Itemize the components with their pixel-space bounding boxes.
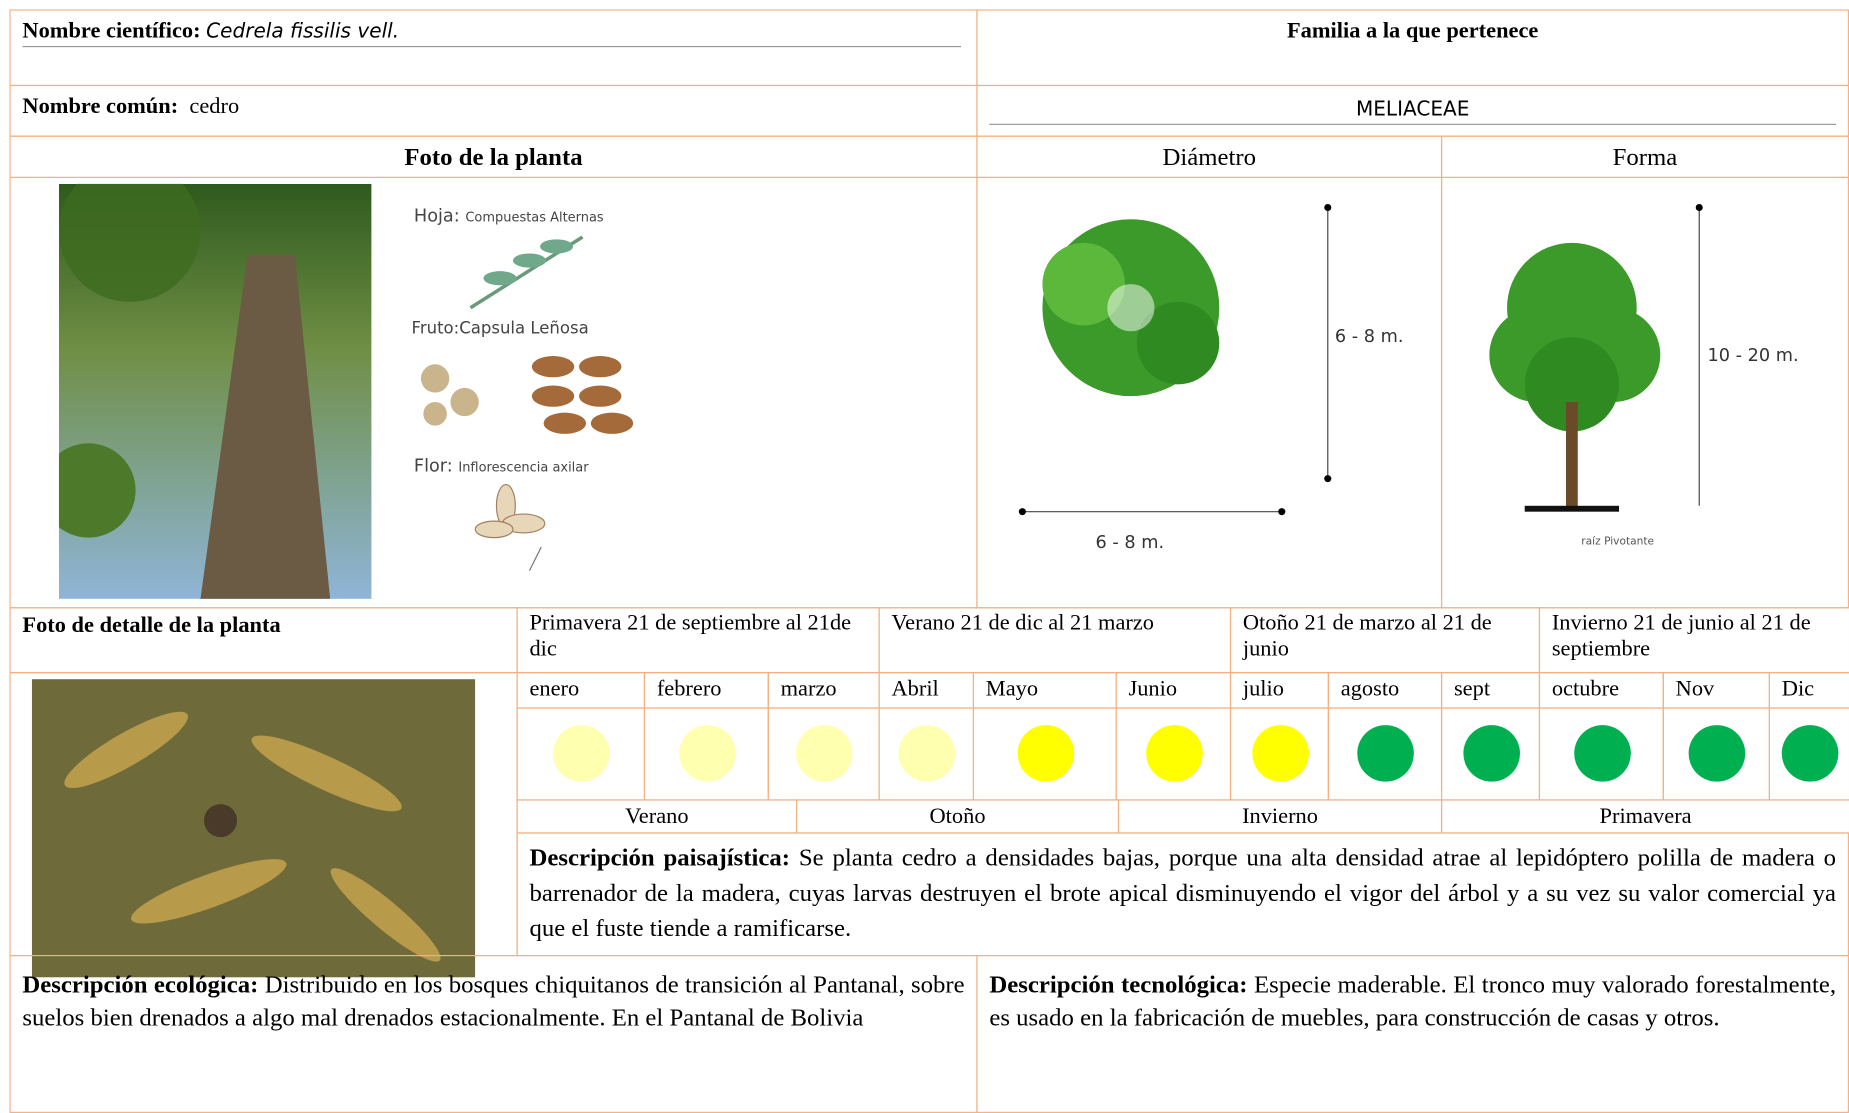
cell: Nombre científico: Cedrela fissilis vell… [9, 9, 978, 87]
family: MELIACEAE [989, 95, 1837, 125]
phenology-dot [678, 725, 736, 782]
dimension-label: 10 - 20 m. [1707, 344, 1799, 366]
leaf-caption: Hoja: Compuestas Alternas [413, 205, 604, 227]
diameter-diagram [1018, 203, 1332, 516]
month: Junio [1115, 672, 1232, 709]
section-title: Forma [1440, 135, 1849, 179]
month-cell [1662, 707, 1770, 801]
phenology-dot [1251, 725, 1309, 782]
cell [9, 672, 518, 978]
month-cell [767, 707, 880, 801]
season: Invierno [1117, 799, 1443, 834]
phenology-dot [1462, 725, 1520, 782]
flower-caption: Flor: Inflorescencia axilar [413, 455, 589, 477]
phenology-dot [1688, 725, 1746, 782]
common-name: cedro [189, 94, 240, 120]
month-cell [1115, 707, 1232, 801]
form-diagram [1489, 203, 1703, 512]
month: febrero [643, 672, 769, 709]
cell: Nombre común: cedro [9, 84, 978, 137]
month-cell [1327, 707, 1443, 801]
month-cell [1440, 707, 1541, 801]
month: Abril [878, 672, 975, 709]
month: Mayo [972, 672, 1117, 709]
landscape-text: Se planta cedro a densidades bajas, porq… [529, 842, 1837, 943]
month: Nov [1662, 672, 1770, 709]
phenology-dot [795, 725, 853, 782]
month: agosto [1327, 672, 1443, 709]
cell: 6 - 8 m. 6 - 8 m. [976, 176, 1443, 609]
cell: Descripción tecnológica: Especie maderab… [976, 954, 1849, 1113]
detail-photo [31, 679, 476, 978]
dimension-label: 6 - 8 m. [1095, 531, 1165, 553]
phenology-dot [1781, 725, 1839, 782]
cell: Descripción ecológica: Distribuido en lo… [9, 954, 978, 1113]
leaf-image [469, 235, 584, 310]
season: Verano [516, 799, 798, 834]
fruit-image [420, 356, 634, 434]
label: Nombre común: [22, 94, 179, 120]
label: Descripción paisajística: [529, 842, 791, 872]
label: Descripción tecnológica: [989, 970, 1248, 999]
season-range: Otoño 21 de marzo al 21 de junio [1229, 607, 1541, 674]
phenology-dot [553, 725, 610, 782]
detail-title: Foto de detalle de la planta [9, 607, 518, 674]
month: julio [1229, 672, 1329, 709]
month-cell [516, 707, 646, 801]
season-range: Primavera 21 de septiembre al 21de dic [516, 607, 880, 674]
technological-text: Especie maderable. El tronco muy valorad… [989, 970, 1837, 1032]
month-cell [1229, 707, 1329, 801]
phenology-dot [898, 725, 956, 782]
season: Otoño [795, 799, 1120, 834]
month-cell [972, 707, 1117, 801]
month: sept [1440, 672, 1541, 709]
month-cell [1768, 707, 1849, 801]
phenology-dot [1573, 725, 1631, 782]
season: Primavera [1440, 799, 1849, 834]
label: Nombre científico: [22, 18, 201, 44]
scientific-name: Cedrela fissilis vell. [206, 20, 400, 44]
season-range: Invierno 21 de junio al 21 de septiembre [1538, 607, 1849, 674]
month-cell [643, 707, 769, 801]
month: marzo [767, 672, 880, 709]
phenology-dot [1357, 725, 1414, 782]
season-range: Verano 21 de dic al 21 marzo [878, 607, 1232, 674]
dimension-label: 6 - 8 m. [1334, 325, 1404, 347]
flower-image [474, 483, 546, 571]
root-label: raíz Pivotante [1581, 536, 1655, 549]
month-cell [1538, 707, 1664, 801]
month: Dic [1768, 672, 1849, 709]
month: octubre [1538, 672, 1664, 709]
cell: 10 - 20 m. raíz Pivotante [1440, 176, 1849, 609]
ecological-text: Distribuido en los bosques chiquitanos d… [22, 970, 965, 1032]
phenology-dot [1017, 725, 1074, 782]
label: Descripción ecológica: [22, 970, 259, 999]
cell: MELIACEAE [976, 84, 1849, 137]
month-cell [878, 707, 975, 801]
phenology-dot [1145, 725, 1203, 782]
month: enero [516, 672, 646, 709]
section-title: Diámetro [976, 135, 1443, 179]
cell: Hoja: Compuestas Alternas Fruto:Capsula … [9, 176, 978, 609]
cell: Descripción paisajística: Se planta cedr… [516, 832, 1849, 957]
section-title: Foto de la planta [9, 135, 978, 179]
fruit-caption: Fruto:Capsula Leñosa [411, 319, 589, 339]
plant-photo [58, 183, 372, 599]
family-label: Familia a la que pertenece [976, 9, 1849, 87]
